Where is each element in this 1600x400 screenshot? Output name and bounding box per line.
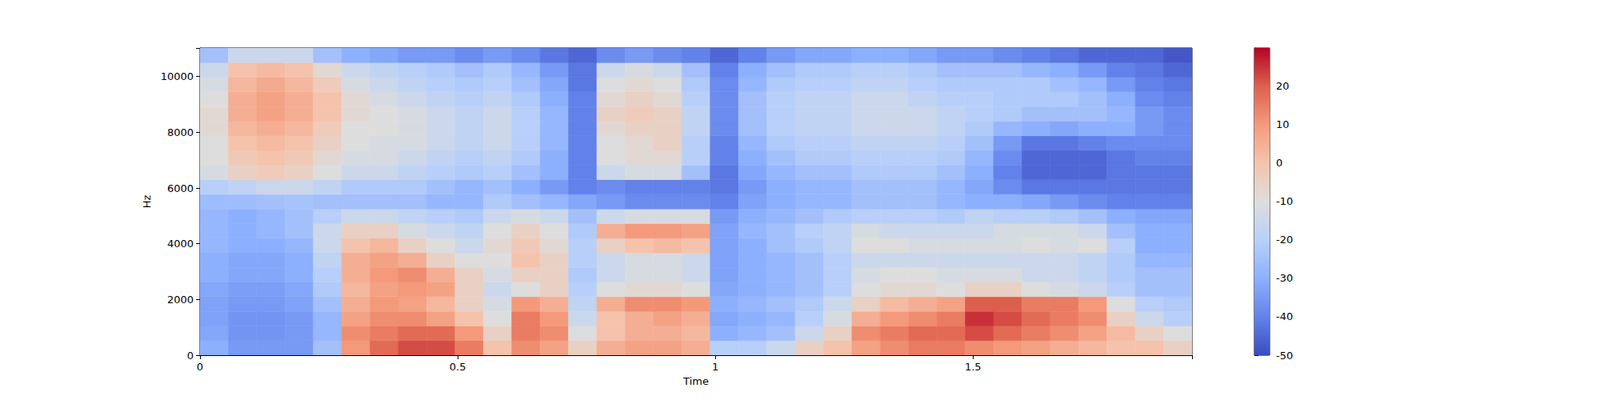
svg-text:Hz: Hz <box>140 195 153 209</box>
svg-text:10: 10 <box>1276 118 1290 131</box>
svg-text:-10: -10 <box>1276 195 1293 208</box>
svg-text:-40: -40 <box>1276 310 1293 323</box>
svg-text:-30: -30 <box>1276 272 1293 284</box>
svg-text:-50: -50 <box>1276 349 1293 362</box>
svg-text:-20: -20 <box>1276 233 1293 246</box>
svg-text:0: 0 <box>196 360 204 373</box>
svg-text:10000: 10000 <box>160 70 194 83</box>
svg-text:Time: Time <box>682 375 709 388</box>
svg-text:8000: 8000 <box>167 126 194 139</box>
svg-text:1.5: 1.5 <box>964 360 982 373</box>
svg-text:0: 0 <box>187 349 194 362</box>
svg-text:4000: 4000 <box>167 237 194 250</box>
svg-text:20: 20 <box>1276 80 1290 92</box>
svg-text:0.5: 0.5 <box>449 360 467 373</box>
svg-text:6000: 6000 <box>167 182 194 195</box>
svg-text:2000: 2000 <box>167 293 194 306</box>
svg-text:1: 1 <box>712 360 719 373</box>
svg-text:0: 0 <box>1276 156 1283 169</box>
